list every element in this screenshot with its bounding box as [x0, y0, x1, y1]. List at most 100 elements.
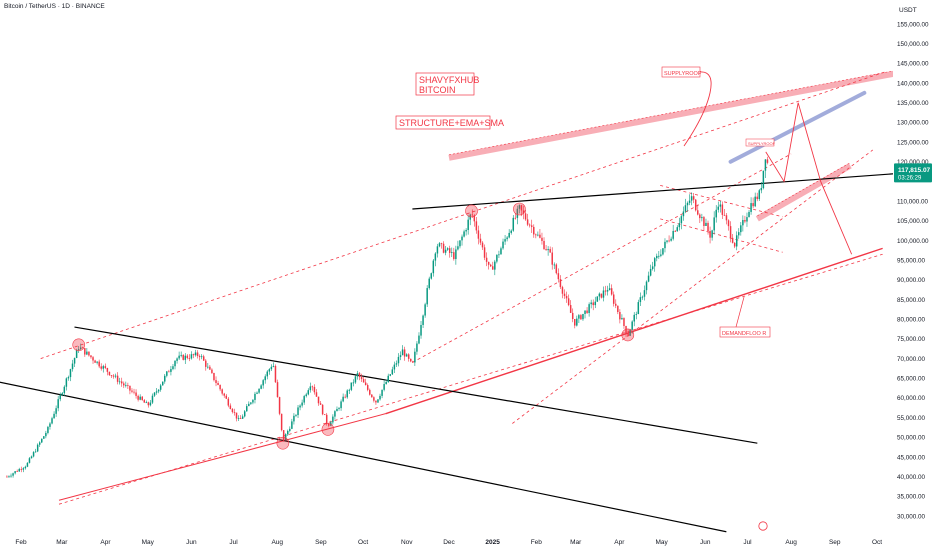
candle-body — [428, 278, 430, 289]
candle-body — [678, 223, 681, 228]
supply-zone-edge-1 — [757, 162, 851, 217]
candle-body — [6, 476, 8, 478]
candle-body — [135, 392, 137, 396]
candle-body — [602, 290, 605, 298]
candle-body — [65, 378, 68, 387]
candle-body — [350, 382, 353, 390]
candle-body — [461, 236, 463, 241]
candle-body — [617, 305, 619, 312]
candle-body — [719, 204, 722, 207]
price-tick-label: 105,000.00 — [897, 218, 929, 225]
candle-body — [276, 382, 279, 398]
candle-body — [701, 217, 703, 219]
candle-body — [192, 354, 195, 356]
candle-body — [705, 222, 707, 227]
candle-body — [164, 375, 166, 382]
candle-body — [106, 368, 109, 372]
candle-body — [563, 293, 566, 296]
black-trendline-0 — [0, 381, 727, 533]
candle-body — [684, 205, 687, 212]
candle-body — [369, 389, 371, 395]
current-price-tag — [894, 163, 932, 183]
candle-body — [118, 381, 121, 383]
candle-body — [243, 411, 246, 417]
candle-body — [635, 314, 638, 315]
candle-body — [643, 290, 646, 297]
candle-body — [416, 343, 418, 352]
candle-body — [692, 196, 695, 200]
candle-body — [235, 412, 238, 419]
candle-body — [502, 241, 504, 249]
candle-body — [295, 415, 297, 416]
candle-body — [57, 399, 59, 409]
candle-body — [604, 290, 607, 292]
red-trendline-0 — [385, 247, 883, 415]
candle-body — [239, 418, 242, 419]
supply-small-label: SUPPLYROOF — [748, 141, 776, 146]
candle-body — [723, 214, 726, 216]
time-tick-label: Sep — [829, 539, 841, 546]
candle-body — [313, 386, 316, 393]
candle-body — [356, 373, 359, 377]
candle-body — [448, 248, 451, 253]
candle-body — [63, 386, 66, 394]
candle-body — [385, 381, 387, 385]
candle-body — [129, 385, 131, 391]
candle-body — [453, 252, 455, 260]
candle-body — [537, 234, 539, 236]
candle-body — [451, 252, 453, 253]
black-trendline-2 — [412, 172, 897, 210]
candle-body — [606, 290, 609, 292]
candle-body — [680, 216, 683, 224]
candle-body — [241, 416, 244, 419]
candle-body — [401, 349, 404, 356]
price-tick-label: 125,000.00 — [897, 139, 929, 146]
time-tick-label: Feb — [531, 539, 543, 546]
supply-zone-band-0 — [448, 70, 898, 161]
candle-body — [514, 217, 517, 219]
candle-body — [446, 248, 449, 250]
candle-body — [213, 372, 215, 381]
price-axis-background — [893, 0, 932, 550]
price-tick-label: 65,000.00 — [897, 376, 926, 383]
candle-body — [647, 275, 650, 282]
time-tick-label: Jun — [186, 539, 197, 546]
candle-body — [293, 415, 295, 422]
candle-body — [418, 335, 420, 344]
candle-body — [567, 298, 570, 306]
candle-body — [79, 347, 82, 350]
candle-body — [403, 349, 406, 357]
candle-body — [543, 240, 545, 250]
candle-body — [282, 430, 285, 441]
candle-body — [32, 452, 35, 457]
candle-body — [291, 421, 293, 429]
candle-body — [233, 412, 236, 413]
candle-body — [145, 402, 148, 404]
price-tick-label: 35,000.00 — [897, 494, 926, 501]
touch-point-marker — [513, 202, 526, 216]
candle-body — [557, 273, 560, 280]
candle-body — [266, 371, 269, 377]
candle-body — [465, 230, 467, 232]
candle-body — [280, 413, 283, 431]
candle-body — [221, 389, 223, 394]
demand-label-box — [719, 326, 771, 338]
candle-body — [381, 389, 383, 396]
candle-body — [219, 385, 221, 390]
candle-body — [522, 210, 525, 214]
candle-body — [731, 237, 734, 243]
candle-body — [512, 217, 515, 231]
time-tick-label: Apr — [614, 539, 625, 546]
candle-body — [38, 442, 41, 445]
candle-body — [110, 375, 113, 376]
candle-body — [459, 240, 461, 247]
candle-body — [323, 414, 326, 416]
candle-body — [405, 354, 408, 357]
candle-body — [410, 358, 412, 362]
time-tick-label: Apr — [100, 539, 111, 546]
candle-body — [440, 243, 443, 245]
candle-body — [379, 395, 381, 400]
candle-body — [500, 248, 502, 255]
